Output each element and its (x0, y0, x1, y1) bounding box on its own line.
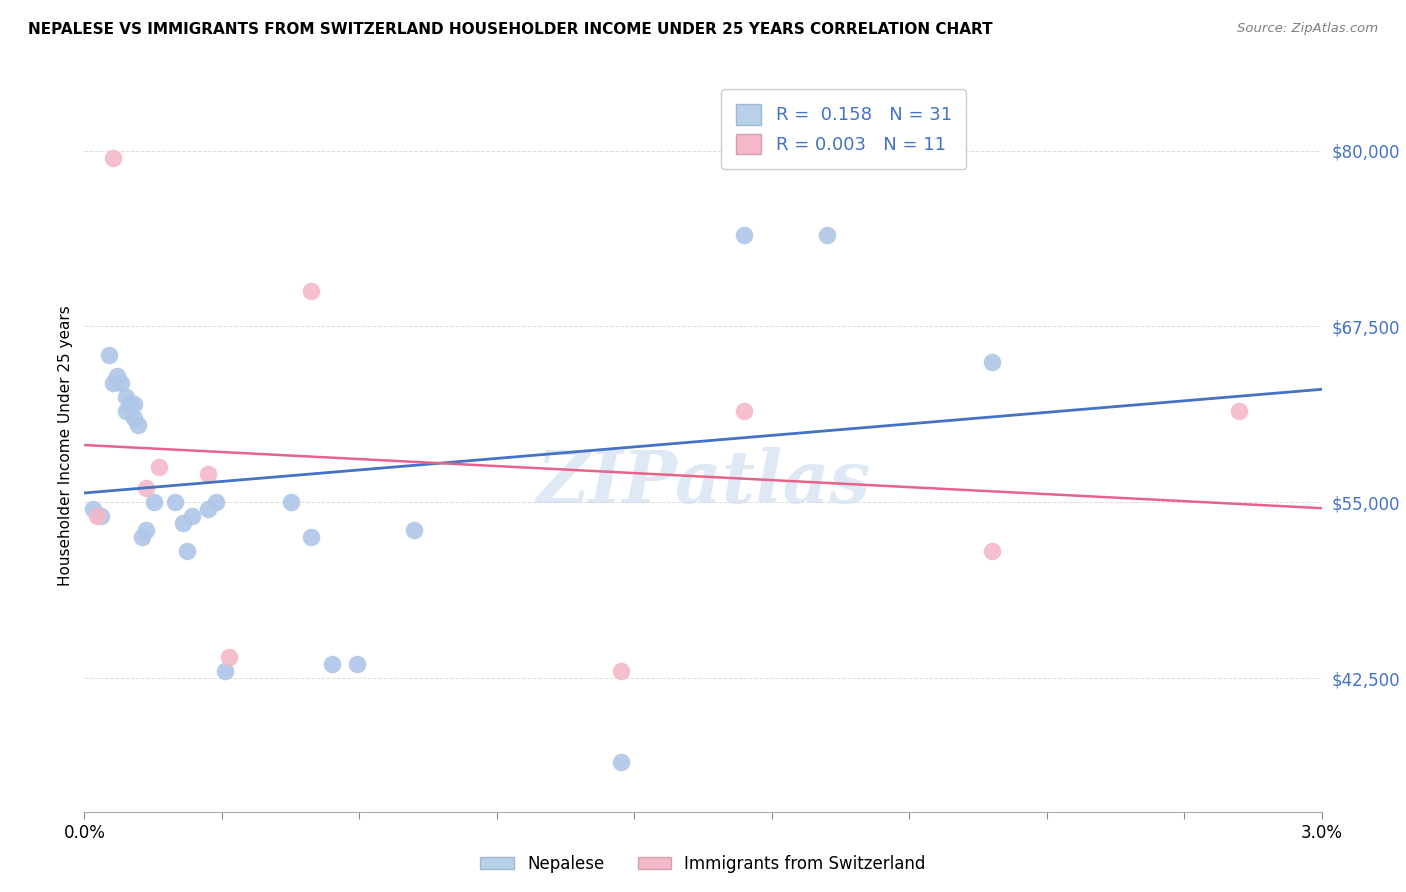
Point (299, 530, 322, 544)
Point (114, 390, 136, 404)
Y-axis label: Householder Income Under 25 years: Householder Income Under 25 years (58, 306, 73, 586)
Point (197, 502, 219, 516)
Point (980, 544, 1002, 558)
Point (82, 502, 104, 516)
Legend: Nepalese, Immigrants from Switzerland: Nepalese, Immigrants from Switzerland (474, 848, 932, 880)
Point (122, 397, 145, 411)
Point (165, 495, 187, 509)
Point (218, 650, 240, 665)
Point (103, 376, 125, 390)
Point (609, 756, 631, 770)
Point (980, 354, 1002, 368)
Point (127, 417, 149, 432)
Point (404, 524, 426, 538)
Point (214, 664, 236, 678)
Point (86, 509, 108, 524)
Point (205, 495, 228, 509)
Point (105, 368, 128, 383)
Point (733, 227, 755, 242)
Legend: R =  0.158   N = 31, R = 0.003   N = 11: R = 0.158 N = 31, R = 0.003 N = 11 (721, 89, 966, 169)
Point (176, 544, 198, 558)
Point (118, 397, 141, 411)
Point (135, 524, 157, 538)
Point (131, 530, 153, 544)
Point (114, 404, 136, 418)
Text: ZIPatlas: ZIPatlas (536, 447, 870, 518)
Point (299, 285, 322, 299)
Point (122, 410, 145, 425)
Point (135, 481, 157, 495)
Point (180, 509, 202, 524)
Point (98, 347, 121, 362)
Point (346, 657, 368, 671)
Point (197, 467, 219, 482)
Point (90, 509, 112, 524)
Point (143, 495, 166, 509)
Point (103, 151, 125, 165)
Point (815, 227, 838, 242)
Point (609, 664, 631, 678)
Text: Source: ZipAtlas.com: Source: ZipAtlas.com (1237, 22, 1378, 36)
Point (280, 495, 302, 509)
Point (148, 460, 170, 475)
Point (733, 404, 755, 418)
Point (172, 516, 194, 531)
Point (110, 376, 132, 390)
Point (321, 657, 343, 671)
Point (1227, 404, 1250, 418)
Text: NEPALESE VS IMMIGRANTS FROM SWITZERLAND HOUSEHOLDER INCOME UNDER 25 YEARS CORREL: NEPALESE VS IMMIGRANTS FROM SWITZERLAND … (28, 22, 993, 37)
